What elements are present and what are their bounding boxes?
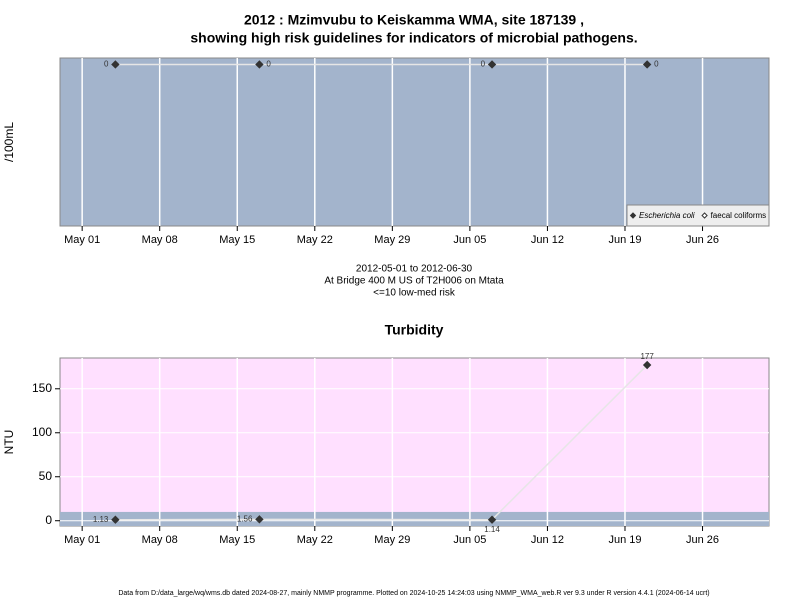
x-tick-label: May 08	[142, 534, 178, 546]
data-point	[111, 60, 120, 69]
x-tick-label: Jun 12	[531, 234, 564, 246]
data-point	[255, 515, 264, 524]
x-tick-label: Jun 19	[608, 234, 641, 246]
x-tick-label: May 29	[374, 234, 410, 246]
data-label: 1.14	[484, 525, 500, 534]
data-label: 0	[481, 60, 486, 69]
series-line	[115, 364, 648, 521]
legend-marker	[629, 212, 637, 219]
chart-title: 2012 : Mzimvubu to Keiskamma WMA, site 1…	[244, 12, 584, 28]
chart-subtitle: showing high risk guidelines for indicat…	[190, 30, 637, 46]
data-label: 0	[266, 60, 271, 69]
data-point	[487, 60, 497, 69]
footer: Data from D:/data_large/wq/wms.db dated …	[118, 590, 709, 597]
x-tick-label: May 01	[64, 534, 100, 546]
data-point	[111, 515, 120, 524]
y-axis-label: NTU	[2, 430, 16, 455]
data-label: 177	[640, 352, 654, 361]
chart-title: Turbidity	[385, 322, 444, 338]
x-tick-label: Jun 05	[453, 534, 486, 546]
x-tick-label: May 29	[374, 534, 410, 546]
legend-marker	[701, 212, 708, 219]
x-tick-label: May 22	[297, 234, 333, 246]
x-tick-label: May 01	[64, 234, 100, 246]
x-tick-label: Jun 26	[686, 234, 719, 246]
y-tick-label: 150	[32, 381, 52, 395]
data-point	[255, 60, 264, 69]
x-tick-label: Jun 12	[531, 534, 564, 546]
legend-label: Escherichia coli	[639, 211, 695, 220]
x-tick-label: May 08	[142, 234, 178, 246]
period: 2012-05-01 to 2012-06-30	[356, 264, 473, 275]
data-label: 0	[104, 60, 109, 69]
plot-area	[59, 57, 770, 227]
x-tick-label: Jun 05	[453, 234, 486, 246]
y-axis-label: /100mL	[2, 122, 16, 162]
plot-area	[59, 357, 770, 527]
x-tick-label: May 15	[219, 534, 255, 546]
x-tick-label: May 22	[297, 534, 333, 546]
data-point	[642, 360, 652, 370]
data-label: 1.56	[237, 514, 253, 523]
data-label: 1.13	[93, 515, 109, 524]
legend	[626, 204, 770, 227]
y-tick-label: 100	[32, 425, 52, 439]
site: At Bridge 400 M US of T2H006 on Mtata	[324, 276, 504, 287]
data-point	[642, 60, 652, 69]
x-tick-label: Jun 19	[608, 534, 641, 546]
x-tick-label: Jun 26	[686, 534, 719, 546]
data-point	[487, 515, 497, 524]
data-label: 0	[654, 60, 659, 69]
x-tick-label: May 15	[219, 234, 255, 246]
risk: <=10 low-med risk	[373, 288, 456, 299]
legend-label: faecal coliforms	[711, 211, 767, 220]
y-tick-label: 0	[45, 513, 52, 527]
y-tick-label: 50	[39, 469, 53, 483]
